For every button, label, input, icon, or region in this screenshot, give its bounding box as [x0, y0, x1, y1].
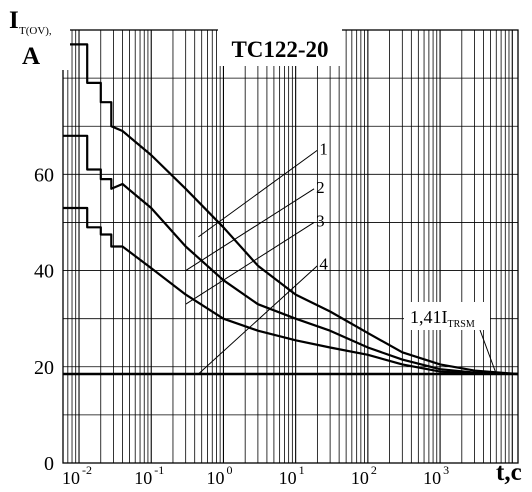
y-tick-label: 60 [34, 164, 54, 186]
y-tick-label: 0 [44, 453, 54, 475]
plot-frame [62, 29, 519, 464]
reference-pointer-line [479, 329, 497, 375]
x-tick-exponent: -1 [154, 463, 164, 477]
x-tick-exponent: 1 [299, 463, 305, 477]
y-tick-label: 40 [34, 261, 54, 283]
x-tick-label: 10 [134, 468, 152, 488]
ylabel-backdrop [0, 0, 70, 70]
y-axis-label-sub: T(OV), [19, 25, 52, 37]
x-tick-label: 10 [279, 468, 297, 488]
x-tick-label: 10 [351, 468, 369, 488]
reference-label: 1,41ITRSM [404, 302, 490, 330]
x-tick-label: 10 [423, 468, 441, 488]
x-tick-exponent: -2 [82, 463, 92, 477]
curve-pointer-line [198, 265, 318, 375]
curve-pointer-line [185, 188, 315, 271]
chart-title: TC122-20 [231, 37, 328, 62]
curve-label: 1 [319, 139, 328, 158]
curve-label: 4 [319, 255, 328, 274]
reference-label-backdrop [404, 302, 490, 330]
series-line [63, 43, 519, 376]
x-tick-label: 10 [206, 468, 224, 488]
grid [63, 30, 518, 463]
curve-labels: 1 2 3 4 [316, 139, 328, 273]
series-group [63, 43, 519, 376]
reference-label-main: 1,41ITRSM [410, 307, 475, 330]
curve-pointer-line [185, 222, 315, 305]
x-tick-label: 10 [62, 468, 80, 488]
curve-label: 2 [316, 178, 325, 197]
title-backdrop [218, 28, 342, 66]
curve-pointer-line [198, 149, 318, 238]
x-axis-label: t,c [496, 459, 522, 486]
curve-label: 3 [316, 211, 325, 230]
series-line [63, 206, 519, 376]
x-tick-exponent: 0 [226, 463, 232, 477]
x-tick-exponent: 3 [443, 463, 449, 477]
y-axis-label-main: I [9, 7, 19, 34]
y-tick-label: 20 [34, 357, 54, 379]
y-tick-labels: 0 20 40 60 [34, 164, 54, 475]
x-tick-labels: 10 -2 10 -1 10 0 10 1 10 2 10 3 [62, 463, 449, 488]
series-line [63, 134, 519, 376]
y-axis-label-unit: A [22, 43, 40, 70]
curve-pointers [185, 149, 497, 375]
x-tick-exponent: 2 [371, 463, 377, 477]
